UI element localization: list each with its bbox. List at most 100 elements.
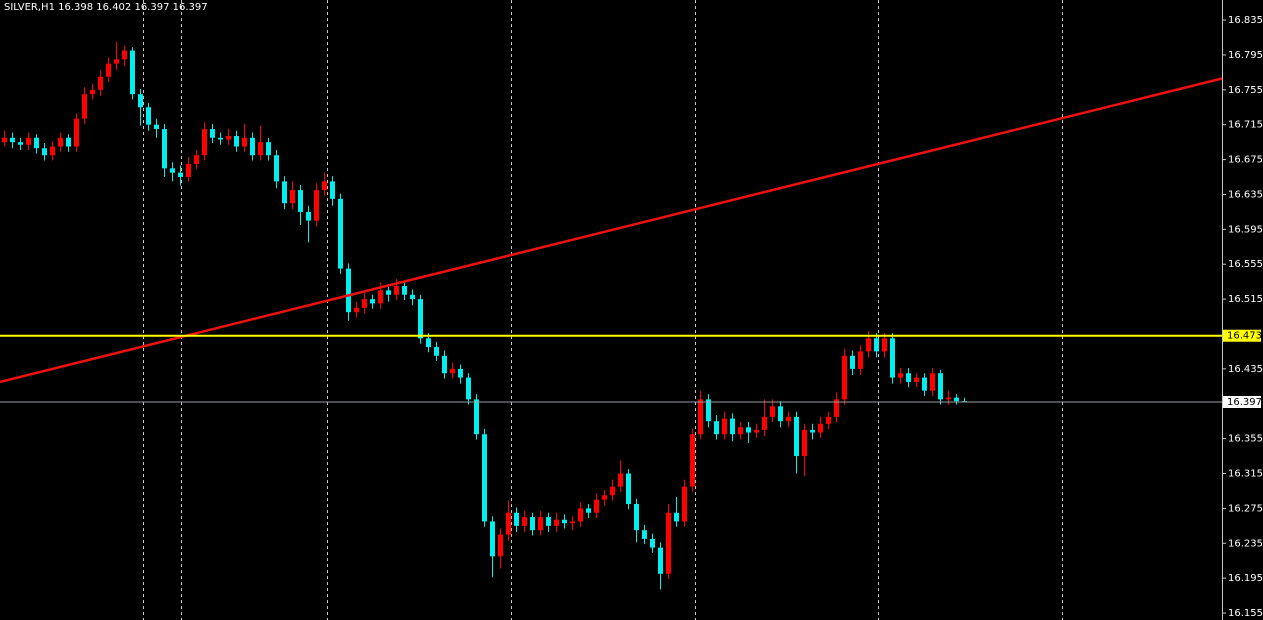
candle-body [210,129,215,138]
candle-body [674,512,679,522]
candle-body [314,190,319,221]
y-tick-label: 16.595 [1228,224,1263,235]
candle-body [354,307,359,313]
candle-body [18,142,23,145]
y-tick-label: 16.355 [1228,434,1263,445]
candle-body [146,107,151,125]
bid-label: 16.397 [1227,397,1262,408]
candle-body [738,427,743,435]
candle-body [586,508,591,513]
candle-body [818,423,823,433]
candle-body [330,181,335,199]
candle-body [370,299,375,304]
y-tick-label: 16.555 [1228,259,1263,270]
candle-body [690,434,695,487]
candle-body [810,429,815,433]
candle-body [306,211,311,221]
y-tick-label: 16.755 [1228,85,1263,96]
candle-body [634,504,639,531]
candle-body [746,427,751,433]
candle-body [714,421,719,435]
candle-body [794,416,799,457]
candle-body [570,521,575,524]
candle-body [194,155,199,164]
candle-body [138,94,143,108]
candle-body [82,94,87,119]
candle-body [602,495,607,500]
candle-body [186,163,191,178]
candle-body [258,142,263,156]
candle-body [2,137,7,143]
candle-body [26,137,31,145]
candle-body [778,406,783,422]
bid-label-box [1223,395,1261,408]
candle-body [402,286,407,295]
candle-body [826,416,831,424]
candle-body [154,124,159,130]
candle-body [298,190,303,212]
candle-body [66,137,71,147]
candle-body [626,473,631,505]
candle-body [522,517,527,526]
candle-body [914,377,919,382]
candle-body [242,137,247,147]
trend-line [0,77,1223,384]
candle-body [530,517,535,531]
y-tick-label: 16.195 [1228,573,1263,584]
candle-body [946,397,951,400]
candle-body [938,373,943,400]
candle-body [498,534,503,557]
candle-body [866,338,871,352]
candle-body [802,429,807,457]
y-tick-label: 16.795 [1228,50,1263,61]
candle-body [202,129,207,156]
candle-body [546,517,551,526]
candle-body [482,434,487,522]
candle-body [618,473,623,487]
candle-body [650,538,655,548]
candle-body [426,338,431,348]
candle-body [250,137,255,156]
candle-body [762,416,767,430]
candle-body [882,338,887,352]
candle-body [362,299,367,308]
candle-body [410,294,415,300]
candle-body [98,76,103,90]
candle-body [954,397,959,402]
candle-body [458,368,463,378]
candle-body [562,519,567,524]
candle-body [418,299,423,339]
candle-body [122,50,127,60]
y-tick-label: 16.315 [1228,469,1263,480]
candle-body [378,290,383,304]
candle-body [642,530,647,539]
time-grid [143,0,1063,620]
candle-body [698,399,703,435]
candle-body [906,373,911,382]
candle-body [858,351,863,369]
candle-body [730,418,735,435]
candle-body [658,547,663,574]
candle-body [666,512,671,574]
level-label: 16.473 [1227,331,1262,342]
candle-body [74,118,79,147]
candle-body [930,373,935,391]
candle-body [282,181,287,204]
candle-body [274,155,279,182]
candle-body [706,399,711,422]
chart-title: SILVER,H1 16.398 16.402 16.397 16.397 [4,2,208,13]
y-tick-label: 16.435 [1228,364,1263,375]
candle-body [442,355,447,374]
candle-body [162,129,167,169]
candle-body [490,521,495,557]
candle-body [474,399,479,435]
y-tick-label: 16.835 [1228,15,1263,26]
candle-body [50,146,55,156]
candle-body [682,486,687,522]
candle-body [394,286,399,295]
candle-body [170,168,175,173]
candle-body [338,198,343,269]
candle-body [786,416,791,422]
y-tick-label: 16.515 [1228,294,1263,305]
